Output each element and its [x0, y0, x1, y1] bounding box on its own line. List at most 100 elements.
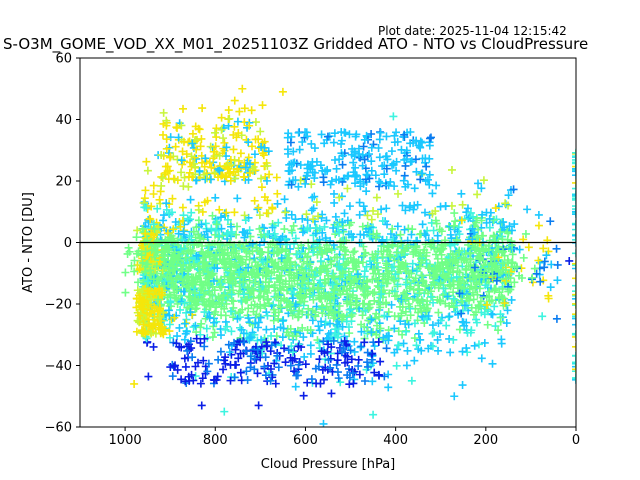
scatter-point [147, 270, 156, 279]
scatter-point [160, 281, 169, 290]
scatter-point [376, 324, 385, 333]
scatter-point [491, 322, 500, 331]
scatter-point [234, 354, 243, 363]
scatter-point [138, 258, 147, 267]
scatter-point [306, 341, 315, 350]
scatter-point [220, 245, 229, 254]
scatter-point [166, 133, 175, 142]
scatter-point [412, 167, 421, 176]
scatter-point [340, 282, 349, 291]
scatter-point [434, 319, 443, 328]
scatter-point [197, 284, 206, 293]
scatter-point [359, 230, 368, 239]
scatter-point [315, 268, 324, 277]
scatter-point [303, 216, 312, 225]
scatter-point [354, 144, 363, 153]
scatter-point [280, 344, 289, 353]
scatter-point [572, 225, 576, 234]
scatter-point [445, 312, 454, 321]
scatter-point [362, 187, 371, 196]
scatter-point [222, 208, 231, 217]
scatter-point [179, 137, 188, 146]
scatter-point [194, 216, 203, 225]
scatter-point [231, 174, 240, 183]
scatter-point [378, 216, 387, 225]
scatter-point [276, 240, 285, 249]
scatter-point [295, 145, 304, 154]
scatter-point [183, 214, 192, 223]
scatter-point [338, 151, 347, 160]
scatter-point [273, 351, 282, 360]
scatter-point [250, 365, 259, 374]
scatter-point [341, 358, 350, 367]
y-tick-label: 0 [64, 236, 72, 251]
scatter-point [240, 211, 249, 220]
scatter-point [423, 297, 432, 306]
scatter-point [447, 234, 456, 243]
scatter-point [248, 164, 257, 173]
scatter-point [171, 361, 180, 370]
scatter-point [292, 371, 301, 380]
scatter-point [187, 152, 196, 161]
chart-title: S-O3M_GOME_VOD_XX_M01_20251103Z Gridded … [3, 35, 589, 53]
scatter-point [187, 301, 196, 310]
scatter-point [367, 157, 376, 166]
scatter-point [292, 269, 301, 278]
scatter-point [490, 255, 499, 264]
scatter-point [192, 223, 201, 232]
scatter-point [451, 217, 460, 226]
scatter-point [572, 290, 576, 299]
scatter-point [341, 277, 350, 286]
scatter-point [392, 361, 401, 370]
scatter-point [335, 193, 344, 202]
scatter-point [414, 281, 423, 290]
scatter-point [368, 275, 377, 284]
scatter-point [281, 208, 290, 217]
scatter-point [502, 274, 511, 283]
scatter-point [498, 284, 507, 293]
scatter-point [333, 356, 342, 365]
scatter-point [308, 157, 317, 166]
scatter-point [197, 319, 206, 328]
scatter-point [462, 344, 471, 353]
scatter-point [572, 235, 576, 244]
scatter-point [357, 327, 366, 336]
scatter-point [414, 329, 423, 338]
scatter-point [572, 332, 576, 341]
scatter-point [239, 277, 248, 286]
scatter-point [159, 330, 168, 339]
scatter-point [343, 299, 352, 308]
scatter-point [422, 162, 431, 171]
scatter-point [294, 342, 303, 351]
scatter-point [460, 279, 469, 288]
scatter-point [355, 198, 364, 207]
scatter-point [171, 255, 180, 264]
scatter-point [146, 266, 155, 275]
scatter-point [140, 194, 149, 203]
scatter-point [135, 265, 144, 274]
scatter-point [477, 231, 486, 240]
scatter-point [473, 290, 482, 299]
scatter-point [151, 248, 160, 257]
scatter-point [192, 154, 201, 163]
scatter-point [265, 170, 274, 179]
scatter-point [212, 133, 221, 142]
scatter-point [288, 332, 297, 341]
scatter-point [572, 314, 576, 323]
scatter-point [270, 281, 279, 290]
scatter-point [367, 315, 376, 324]
scatter-point [417, 346, 426, 355]
scatter-point [458, 347, 467, 356]
scatter-point [449, 294, 458, 303]
scatter-point [262, 209, 271, 218]
scatter-point [459, 254, 468, 263]
scatter-point [362, 170, 371, 179]
scatter-point [180, 319, 189, 328]
scatter-point [178, 266, 187, 275]
scatter-point [169, 174, 178, 183]
scatter-point [138, 288, 147, 297]
scatter-point [376, 303, 385, 312]
scatter-point [339, 344, 348, 353]
scatter-point [439, 241, 448, 250]
scatter-point [450, 392, 459, 401]
